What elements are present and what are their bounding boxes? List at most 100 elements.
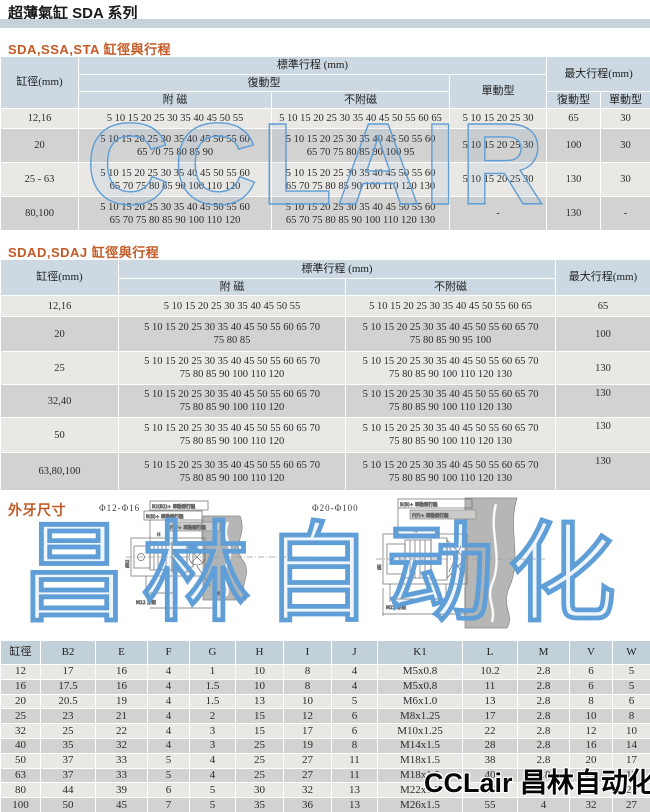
stroke-line: 5 10 15 20 25 30 35 40 45 50 55 60 65 70 <box>362 389 539 400</box>
dimension-cell: 13 <box>462 693 518 710</box>
stroke-line: 5 10 15 20 25 30 35 40 45 50 55 <box>163 300 301 312</box>
stroke-line: 65 70 75 80 85 90 <box>136 146 214 158</box>
stroke-line: 75 80 85 90 100 110 120 <box>179 436 285 447</box>
left-dim-b2-label: ØB2 <box>125 559 130 568</box>
dimension-cell: 2.8 <box>517 723 570 739</box>
dimension-cell: 19 <box>95 693 148 710</box>
stroke-line: 5 10 15 20 25 30 35 40 45 50 55 <box>106 113 244 124</box>
with-magnet-strokes: 5 10 15 20 25 30 35 40 45 50 55 60 65 70… <box>118 417 346 453</box>
col-max-double: 復動型 <box>546 91 602 109</box>
dimension-cell: 6 <box>331 708 378 725</box>
max-single-acting: 30 <box>600 162 650 197</box>
table3-header: 缸徑 B2 E F G H I J K1 L M V W <box>0 640 650 665</box>
dimension-cell: 22 <box>612 782 650 799</box>
page-title: 超薄氣缸 SDA 系列 <box>8 5 138 22</box>
dimension-column-header: B2 <box>40 640 96 665</box>
without-magnet-strokes: 5 10 15 20 25 30 35 40 45 50 55 60 65 70 … <box>271 196 450 231</box>
stroke-line: 75 80 85 90 100 110 120 130 <box>389 402 512 413</box>
col-standard-stroke: 標準行程 (mm) <box>77 56 548 75</box>
dimension-cell: M26x1.5 <box>377 797 463 812</box>
dimension-cell <box>569 782 613 799</box>
dimension-column-header: W <box>612 640 650 665</box>
with-magnet-strokes: 5 10 15 20 25 30 35 40 45 50 55 60 65 70 … <box>78 162 272 197</box>
col-with-magnet: 附 磁 <box>118 278 346 296</box>
dimension-cell: 17 <box>612 752 650 769</box>
dimension-cell: 12 <box>283 708 332 725</box>
dimension-cell: 2.8 <box>517 708 570 725</box>
cylinder-body-break-left <box>202 515 247 601</box>
dimension-column-header: K1 <box>377 640 463 665</box>
dimension-cell: 35 <box>40 737 96 754</box>
left-dim-h-label: H <box>157 532 160 538</box>
dimension-cell: 10 <box>235 664 284 680</box>
stroke-line: 65 70 75 80 85 90 100 110 120 130 <box>285 214 436 226</box>
dimension-cell: 16 <box>95 678 148 695</box>
section2-title: SDAD,SDAJ 缸徑與行程 <box>8 245 160 260</box>
dimension-cell: 6 <box>569 664 613 680</box>
dimension-cell: 20.5 <box>40 693 96 710</box>
max-double-acting: 130 <box>546 196 602 231</box>
table-row: 20 5 10 15 20 25 30 35 40 45 50 55 60 65 7… <box>0 128 650 163</box>
dimension-cell: 17.5 <box>40 678 96 695</box>
with-magnet-strokes: 5 10 15 20 25 30 35 40 45 50 55 60 65 70… <box>118 452 346 491</box>
dimension-cell: 5 <box>612 678 650 695</box>
dimension-column-header: 缸徑 <box>0 640 41 665</box>
stroke-line: 5 10 15 20 25 30 35 40 45 50 55 60 65 <box>279 113 442 124</box>
dimension-cell: 11 <box>331 752 378 769</box>
col-without-magnet: 不附磁 <box>344 278 557 296</box>
dimension-cell: 20 <box>569 767 613 784</box>
dimension-cell: 4 <box>147 723 190 739</box>
max-stroke-cell: 100 <box>555 316 650 352</box>
dimension-cell: 27 <box>283 752 332 769</box>
dimension-cell: 8 <box>612 708 650 725</box>
dimension-cell: 17 <box>283 723 332 739</box>
max-stroke-cell: 130 <box>555 417 650 453</box>
bore-cell: 80 <box>0 782 41 799</box>
left-drawing-range-label: Φ12-Φ16 <box>99 503 141 513</box>
bore-cell: 20 <box>0 693 41 710</box>
col-max-stroke: 最大行程(mm) <box>555 259 650 296</box>
stroke-line: 75 80 85 90 95 100 <box>409 335 492 346</box>
dimension-cell: 8 <box>283 664 332 680</box>
dimension-cell: 22 <box>95 723 148 739</box>
table-row: 100 50 45 7 5 35 36 13 M26x1.5 55 4 32 27 <box>0 797 650 812</box>
dimension-column-header: E <box>95 640 148 665</box>
stroke-line: 5 10 15 20 25 30 35 40 45 50 55 60 <box>285 201 436 213</box>
col-max-single: 單動型 <box>600 91 650 109</box>
dimension-cell: 28 <box>462 737 518 754</box>
single-acting-strokes: 5 10 15 20 25 30 <box>448 162 548 197</box>
stroke-line: 65 70 75 80 85 90 100 110 120 <box>109 214 241 226</box>
table-row: 40 35 32 4 3 25 19 8 M14x1.5 28 2.8 16 14 <box>0 737 650 754</box>
stroke-line: 5 10 15 20 25 30 35 40 45 50 55 60 65 70 <box>362 356 539 367</box>
stroke-line: 5 10 15 20 25 30 35 40 45 50 55 60 65 70 <box>144 423 320 434</box>
dimension-cell: M22x1.5 <box>377 782 463 799</box>
max-stroke-cell: 130 <box>555 452 650 491</box>
bore-cell: 32 <box>0 723 41 739</box>
table-row: 80,100 5 10 15 20 25 30 35 40 45 50 55 60… <box>0 196 650 231</box>
col-with-magnet: 附 磁 <box>78 91 272 109</box>
dimension-cell: 2.8 <box>517 767 570 784</box>
max-single-acting: 30 <box>600 128 650 163</box>
left-dim-m-label: M <box>216 591 220 597</box>
dimension-cell: 44 <box>40 782 96 799</box>
dimension-cell: 13 <box>331 797 378 812</box>
stroke-line: 5 10 15 20 25 30 35 40 45 50 55 60 <box>285 167 436 179</box>
stroke-line: 5 10 15 20 25 30 35 40 45 50 55 60 65 70 <box>362 322 539 333</box>
dimension-cell: 32 <box>569 797 613 812</box>
dimension-cell: 1.5 <box>189 693 236 710</box>
dimension-cell: 32 <box>283 782 332 799</box>
dimension-cell: 30 <box>235 782 284 799</box>
with-magnet-strokes: 5 10 15 20 25 30 35 40 45 50 55 <box>118 295 346 317</box>
dimension-cell: M6x1.0 <box>377 693 463 710</box>
dimension-column-header: F <box>147 640 190 665</box>
left-thread-label: M12 牙距 <box>136 600 157 606</box>
right-drawing-range-label: Φ20-Φ100 <box>312 503 359 513</box>
without-magnet-strokes: 5 10 15 20 25 30 35 40 45 50 55 60 65 <box>271 108 450 129</box>
bore-cell: 50 <box>0 417 119 453</box>
table-row: 20 5 10 15 20 25 30 35 40 45 50 55 60 65 … <box>0 316 650 352</box>
single-acting-strokes: - <box>448 196 548 231</box>
dimension-cell: M8x1.25 <box>377 708 463 725</box>
table2-header: 缸徑(mm) 標準行程 (mm) 最大行程(mm) 附 磁 不附磁 <box>0 259 650 296</box>
bore-cell: 12,16 <box>0 108 79 129</box>
stroke-line: 5 10 15 20 25 30 35 40 45 50 55 60 65 70 <box>362 459 539 471</box>
